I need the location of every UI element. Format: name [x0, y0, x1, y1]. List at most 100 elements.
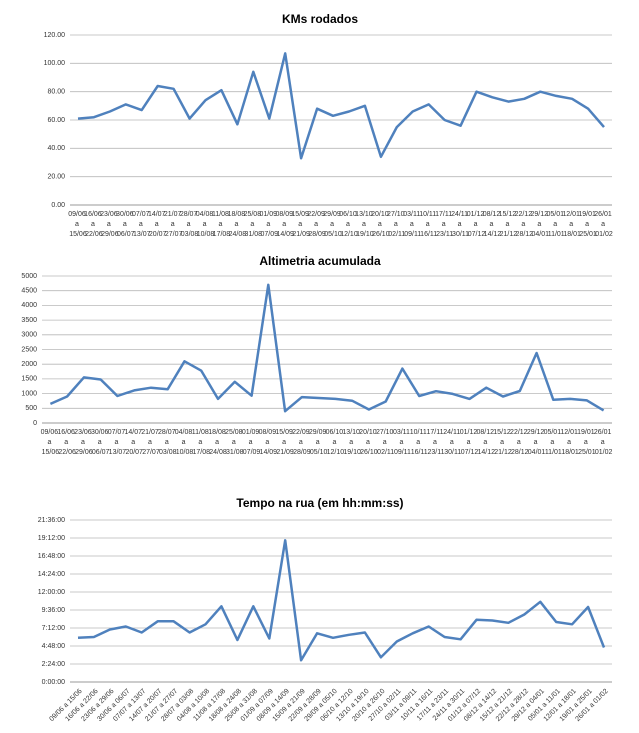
- x-tick-label: 07/07 a 13/07: [108, 429, 127, 456]
- y-tick-label: 2:24:00: [42, 661, 65, 668]
- y-tick-label: 100.00: [44, 60, 66, 67]
- x-tick-label: 19/01 a 25/01: [578, 211, 597, 238]
- x-tick-label: 11/08 a 17/08: [192, 429, 211, 456]
- x-tick-label: 29/12 a 04/01: [527, 429, 546, 456]
- x-tick-label: 22/09 a 28/09: [307, 211, 326, 238]
- x-tick-label: 20/10 a 26/10: [359, 429, 378, 456]
- x-tick-label: 18/08 a 24/08: [208, 429, 227, 456]
- y-tick-label: 4000: [21, 302, 37, 309]
- x-tick-label: 26/01 a 01/02: [594, 211, 613, 238]
- x-tick-label: 09/06 a 15/06: [41, 429, 60, 456]
- x-tick-label: 07/07 a 13/07: [132, 211, 151, 238]
- x-tick-label: 01/09 a 07/09: [260, 211, 279, 238]
- x-tick-label: 22/12 a 28/12: [510, 429, 529, 456]
- chart-title: Tempo na rua (em hh:mm:ss): [236, 496, 403, 510]
- x-tick-label: 01/12 a 07/12: [460, 429, 479, 456]
- x-tick-label: 20/10 a 26/10: [371, 211, 390, 238]
- y-tick-label: 0:00:00: [42, 679, 65, 686]
- x-tick-label: 13/10 a 19/10: [342, 429, 361, 456]
- x-tick-label: 08/09 a 14/09: [275, 211, 294, 238]
- x-tick-label: 21/07 a 27/07: [164, 211, 183, 238]
- y-tick-label: 7:12:00: [42, 625, 65, 632]
- x-tick-label: 14/07 a 20/07: [124, 429, 143, 456]
- x-tick-label: 24/11 a 30/11: [451, 211, 470, 238]
- x-tick-label: 25/08 a 31/08: [225, 429, 244, 456]
- y-tick-label: 16:48:00: [38, 553, 65, 560]
- y-tick-label: 4:48:00: [42, 643, 65, 650]
- y-tick-label: 19:12:00: [38, 535, 65, 542]
- x-tick-label: 12/01 a 18/01: [562, 211, 581, 238]
- y-tick-label: 21:36:00: [38, 517, 65, 524]
- x-tick-label: 08/12 a 14/12: [483, 211, 502, 238]
- y-tick-label: 1500: [21, 376, 37, 383]
- y-tick-label: 0.00: [51, 202, 65, 209]
- x-tick-label: 10/11 a 16/11: [410, 429, 429, 456]
- y-tick-label: 2000: [21, 361, 37, 368]
- x-tick-label: 04/08 a 10/08: [175, 429, 194, 456]
- x-tick-label: 29/12 a 04/01: [531, 211, 550, 238]
- y-tick-label: 120.00: [44, 32, 66, 39]
- y-tick-label: 80.00: [47, 89, 65, 96]
- x-tick-label: 29/09 a 05/10: [323, 211, 342, 238]
- y-tick-label: 60.00: [47, 117, 65, 124]
- x-tick-label: 10/11 a 16/11: [419, 211, 438, 238]
- y-tick-label: 9:36:00: [42, 607, 65, 614]
- x-tick-label: 26/01 a 01/02: [594, 429, 613, 456]
- x-tick-label: 30/06 a 06/07: [116, 211, 135, 238]
- y-tick-label: 2500: [21, 346, 37, 353]
- x-tick-label: 12/01 a 18/01: [560, 429, 579, 456]
- x-tick-label: 22/12 a 28/12: [515, 211, 534, 238]
- x-tick-label: 28/07 a 03/08: [158, 429, 177, 456]
- x-tick-label: 15/09 a 21/09: [291, 211, 310, 238]
- data-line: [77, 52, 605, 160]
- x-tick-label: 24/11 a 30/11: [443, 429, 462, 456]
- y-tick-label: 500: [25, 405, 37, 412]
- x-tick-label: 19/01 a 25/01: [577, 429, 596, 456]
- x-tick-label: 08/12 a 14/12: [477, 429, 496, 456]
- x-tick-label: 11/08 a 17/08: [212, 211, 231, 238]
- y-tick-label: 3500: [21, 317, 37, 324]
- x-tick-label: 04/08 a 10/08: [196, 211, 215, 238]
- x-tick-label: 27/10 a 02/11: [387, 211, 406, 238]
- x-tick-label: 15/12 a 21/12: [493, 429, 512, 456]
- x-tick-label: 14/07 a 20/07: [148, 211, 167, 238]
- x-tick-label: 06/10 a 12/10: [339, 211, 358, 238]
- x-tick-label: 30/06 a 06/07: [91, 429, 110, 456]
- x-tick-label: 29/09 a 05/10: [309, 429, 328, 456]
- chart: KMs rodados 0.00 20.00 40.00 60.00 80.00 100.0…: [44, 12, 614, 238]
- y-tick-label: 0: [33, 420, 37, 427]
- x-tick-label: 15/09 a 21/09: [275, 429, 294, 456]
- x-tick-label: 22/09 a 28/09: [292, 429, 311, 456]
- x-tick-label: 21/07 a 27/07: [141, 429, 160, 456]
- chart-title: Altimetria acumulada: [259, 254, 381, 268]
- x-tick-label: 08/09 a 14/09: [259, 429, 278, 456]
- y-tick-label: 14:24:00: [38, 571, 65, 578]
- x-tick-label: 25/08 a 31/08: [244, 211, 263, 238]
- chart-title: KMs rodados: [282, 12, 358, 26]
- y-tick-label: 12:00:00: [38, 589, 65, 596]
- chart: Tempo na rua (em hh:mm:ss) 0:00:00 2:24:00…: [38, 496, 612, 723]
- y-tick-label: 1000: [21, 390, 37, 397]
- x-tick-label: 06/10 a 12/10: [326, 429, 345, 456]
- y-tick-label: 20.00: [47, 174, 65, 181]
- x-tick-label: 03/11 a 09/11: [403, 211, 422, 238]
- data-line: [77, 539, 606, 662]
- y-tick-label: 40.00: [47, 145, 65, 152]
- y-tick-label: 5000: [21, 273, 37, 280]
- y-tick-label: 4500: [21, 288, 37, 295]
- x-tick-label: 09/06 a 15/06: [68, 211, 87, 238]
- x-tick-label: 05/01 a 11/01: [546, 211, 565, 238]
- x-tick-label: 15/12 a 21/12: [499, 211, 518, 238]
- x-tick-label: 17/11 a 23/11: [435, 211, 454, 238]
- x-tick-label: 16/06 a 22/06: [57, 429, 76, 456]
- data-line: [49, 283, 605, 413]
- y-tick-label: 3000: [21, 332, 37, 339]
- x-tick-label: 01/09 a 07/09: [242, 429, 261, 456]
- x-tick-label: 05/01 a 11/01: [544, 429, 563, 456]
- x-tick-label: 03/11 a 09/11: [393, 429, 412, 456]
- x-tick-label: 18/08 a 24/08: [228, 211, 247, 238]
- x-tick-label: 28/07 a 03/08: [180, 211, 199, 238]
- x-tick-label: 23/06 a 29/06: [74, 429, 93, 456]
- x-tick-label: 17/11 a 23/11: [426, 429, 445, 456]
